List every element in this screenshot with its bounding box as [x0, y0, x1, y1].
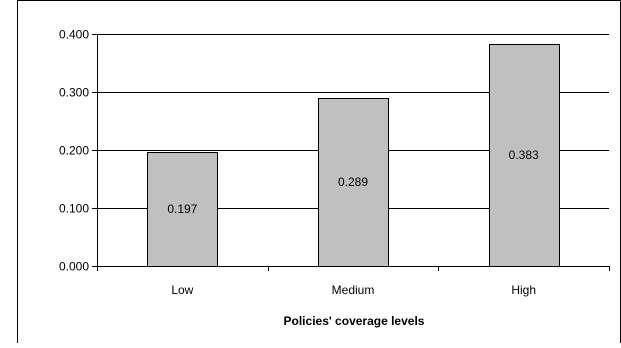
axes — [92, 34, 610, 271]
category-label-high: High — [511, 283, 536, 297]
y-tick-label-1: 0.100 — [59, 202, 89, 216]
bar-medium — [318, 98, 389, 267]
y-tick-label-4: 0.400 — [59, 28, 89, 42]
y-tick-label-2: 0.200 — [59, 144, 89, 158]
x-axis-title: Policies' coverage levels — [284, 314, 425, 328]
bar-high — [489, 44, 560, 267]
category-label-medium: Medium — [332, 283, 375, 297]
bars — [147, 44, 560, 267]
category-label-low: Low — [171, 283, 193, 297]
labels: 0.000 0.100 0.200 0.300 0.400 0.197 Low 0.289 Me… — [59, 28, 539, 298]
y-tick-label-3: 0.300 — [59, 86, 89, 100]
data-label-low: 0.197 — [167, 202, 197, 216]
y-tick-label-0: 0.000 — [59, 260, 89, 274]
data-label-medium: 0.289 — [338, 175, 368, 189]
data-label-high: 0.383 — [509, 148, 539, 162]
